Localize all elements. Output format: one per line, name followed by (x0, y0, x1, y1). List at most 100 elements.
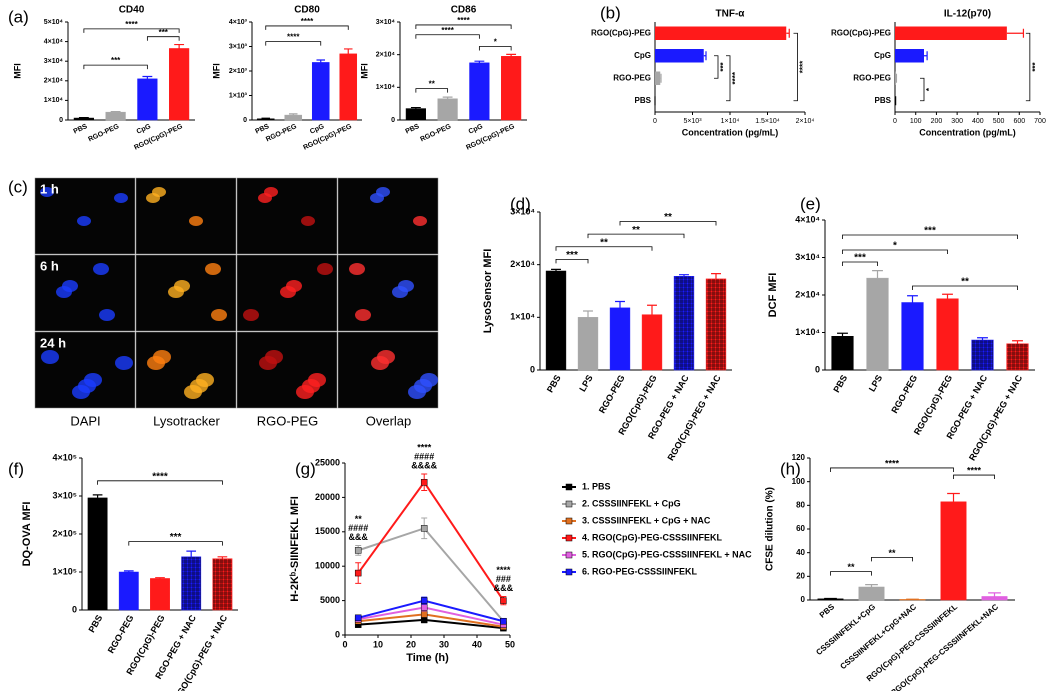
y-tick-label: 0 (391, 117, 395, 124)
legend-swatch (565, 483, 573, 491)
error-bar (316, 59, 326, 63)
cell (115, 356, 133, 370)
bar (1006, 343, 1029, 371)
y-tick-label: 0 (530, 364, 535, 374)
y-axis-label: MFI (359, 63, 369, 79)
significance-label: **** (457, 16, 470, 25)
significance-bracket (830, 467, 954, 472)
y-tick-label: 3×10⁴ (376, 19, 396, 26)
cell (146, 193, 160, 203)
bar (150, 578, 170, 611)
x-tick-label: RGO-PEG (265, 123, 298, 144)
bar (655, 26, 787, 40)
chart-title: CD40 (119, 5, 145, 16)
significance-bracket (842, 234, 1018, 239)
y-tick-label: 0 (72, 604, 77, 614)
significance-label: ** (355, 514, 363, 524)
significance-label: **** (731, 71, 740, 84)
x-tick-label: 20 (406, 639, 416, 649)
panel-label: (f) (8, 459, 24, 478)
y-tick-label: 0 (59, 117, 63, 124)
y-tick-label: 3×10⁴ (510, 206, 535, 216)
bar (981, 596, 1008, 601)
point (420, 479, 428, 486)
x-tick-label: 400 (972, 118, 984, 125)
cell (114, 193, 128, 203)
y-axis-label: LysoSensor MFI (482, 249, 494, 334)
y-tick-label: 4×10⁴ (795, 214, 820, 224)
x-tick-label: 30 (439, 639, 449, 649)
cell (205, 263, 221, 275)
cell (189, 216, 203, 226)
significance-bracket (128, 541, 223, 546)
error-bar (924, 51, 928, 61)
bar (971, 339, 994, 371)
point (420, 611, 428, 618)
legend-label: 3. CSSSIINFEKL + CpG + NAC (582, 515, 711, 525)
error-bar (872, 270, 883, 279)
error-bar (123, 570, 134, 572)
y-tick-label: 0 (801, 595, 806, 604)
error-bar (703, 51, 707, 61)
bar (545, 270, 567, 371)
bar (705, 278, 727, 371)
y-tick-label: 1×10⁵ (53, 566, 78, 576)
significance-bracket (619, 221, 717, 226)
y-tick-label: 20000 (315, 492, 340, 502)
bar (936, 298, 959, 371)
x-tick-label: PBS (545, 373, 563, 394)
bar (866, 277, 889, 371)
significance-bracket (97, 480, 223, 485)
y-tick-label: PBS (635, 96, 652, 105)
cell (355, 309, 371, 321)
error-bar (343, 48, 353, 54)
significance-label: &&& (348, 532, 368, 542)
bar (181, 556, 202, 611)
panel-label: (e) (800, 194, 821, 213)
y-axis-label: H-2Kᵇ-SIINFEKL MFI (289, 496, 301, 602)
cell (258, 193, 272, 203)
error-bar (142, 75, 153, 79)
legend-swatch (565, 517, 573, 525)
error-bar (110, 110, 121, 113)
significance-bracket (726, 55, 731, 102)
micrograph (337, 254, 439, 332)
bar (405, 108, 426, 121)
error-bar (988, 592, 1001, 597)
cell (280, 286, 296, 298)
legend-swatch (565, 500, 573, 508)
cell (99, 309, 115, 321)
column-label: RGO-PEG (257, 413, 318, 428)
cell (317, 263, 333, 275)
bar (641, 314, 663, 371)
y-axis-label: MFI (12, 63, 22, 79)
y-tick-label: PBS (875, 96, 892, 105)
y-tick-label: 10000 (315, 561, 340, 571)
y-axis-label: CFSE dilution (%) (765, 487, 776, 571)
significance-bracket (1025, 32, 1031, 102)
row-label: 6 h (40, 258, 59, 273)
cell (371, 356, 389, 370)
y-tick-label: 4×10⁴ (44, 38, 64, 45)
error-bar (155, 577, 165, 579)
x-tick-label: 5×10³ (683, 118, 702, 125)
cell (56, 286, 72, 298)
cell (259, 356, 277, 370)
bar (256, 118, 275, 121)
y-axis-label: MFI (211, 63, 221, 79)
error-bar (865, 584, 878, 587)
bar (858, 586, 885, 601)
point (354, 614, 362, 622)
y-axis-label: DCF MFI (767, 273, 779, 318)
series-line (357, 480, 505, 602)
x-tick-label: 500 (993, 118, 1005, 125)
x-axis-label: Time (h) (406, 652, 449, 664)
bar (118, 571, 139, 611)
significance-bracket (415, 88, 449, 93)
significance-label: ** (888, 548, 896, 558)
micrograph (236, 331, 338, 409)
significance-label: **** (152, 471, 168, 482)
x-tick-label: RGO-PEG (597, 373, 627, 415)
micrograph (34, 254, 136, 332)
y-tick-label: 2×10⁵ (53, 528, 78, 538)
